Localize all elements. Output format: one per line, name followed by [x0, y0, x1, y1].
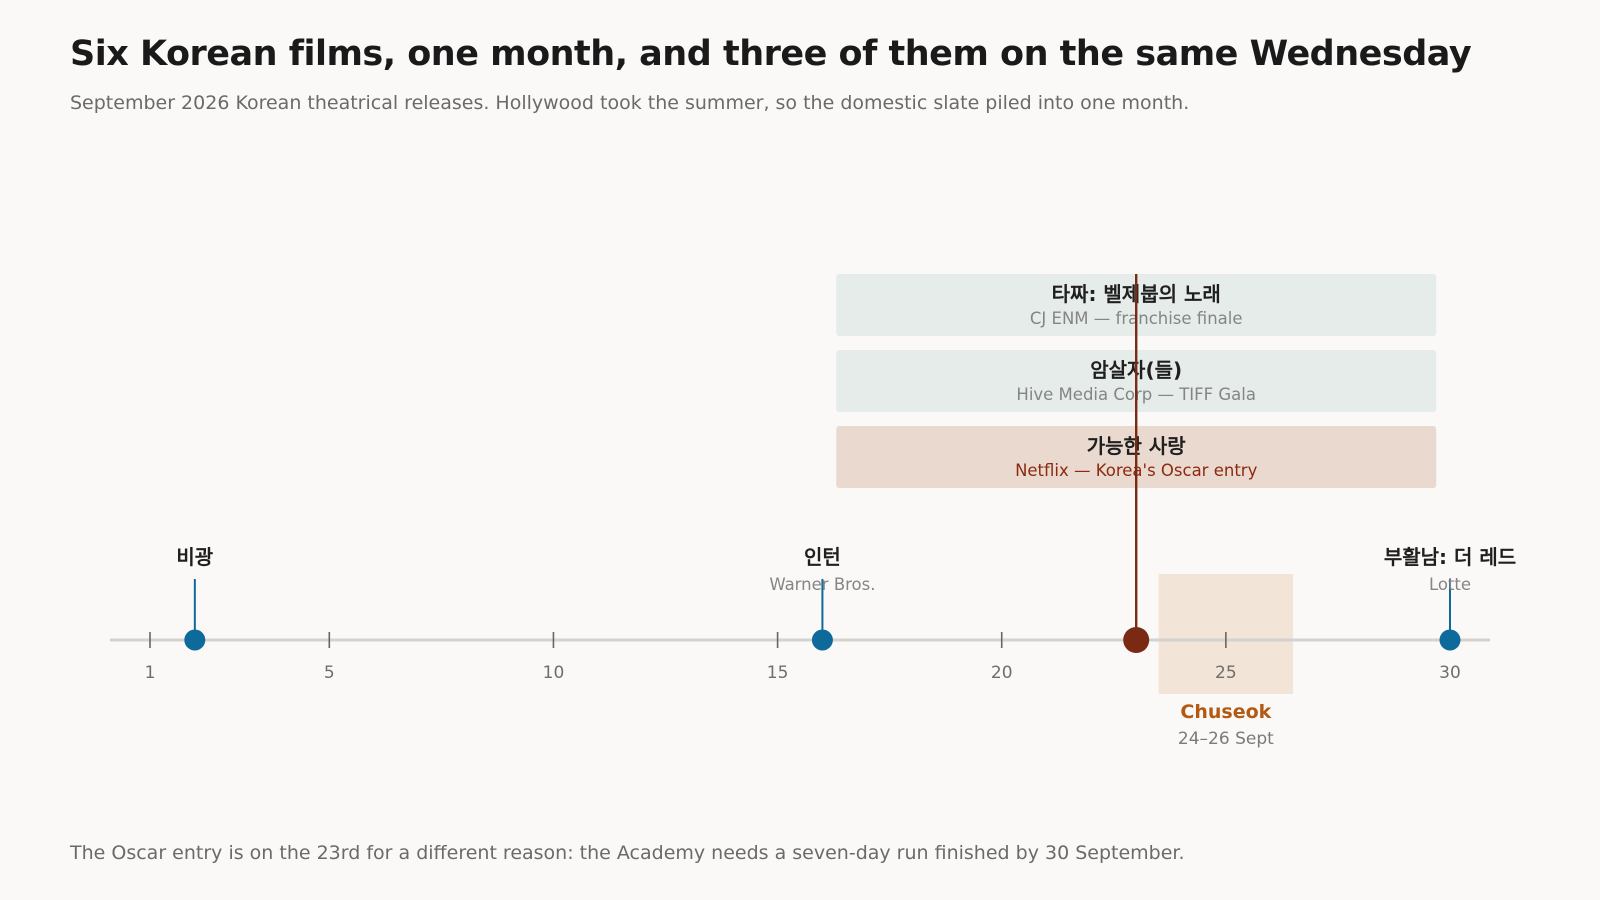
release-title: 부활남: 더 레드 [1384, 545, 1516, 569]
release-3: 부활남: 더 레드 Lotte [1384, 545, 1516, 651]
stacked-release-marker [1123, 274, 1150, 653]
release-dot [811, 629, 833, 651]
holiday-name: Chuseok [1180, 701, 1271, 723]
chart-footnote: The Oscar entry is on the 23rd for a dif… [70, 842, 1185, 864]
tick-label-1: 1 [145, 663, 156, 683]
tick-label-5: 5 [324, 663, 335, 683]
holiday-dates: 24–26 Sept [1178, 729, 1274, 749]
single-releases: 비광 인턴 Warner Bros. 부활남: 더 레드 Lotte [176, 545, 1516, 651]
chart-title: Six Korean films, one month, and three o… [70, 34, 1472, 74]
release-dot [184, 629, 206, 651]
tick-label-15: 15 [767, 663, 789, 683]
release-dot [1439, 629, 1461, 651]
tick-label-25: 25 [1215, 663, 1237, 683]
holiday-labels: Chuseok 24–26 Sept [1178, 701, 1274, 749]
release-distributor: Lotte [1429, 575, 1471, 594]
release-2: 인턴 Warner Bros. [769, 545, 876, 651]
tick-label-10: 10 [543, 663, 565, 683]
release-title: 인턴 [804, 545, 841, 569]
release-1: 비광 [176, 545, 214, 651]
stacked-dot [1123, 627, 1150, 653]
release-distributor: Warner Bros. [769, 575, 875, 594]
tick-label-30: 30 [1439, 663, 1461, 683]
tick-label-20: 20 [991, 663, 1013, 683]
release-title: 비광 [176, 545, 213, 569]
chart-subtitle: September 2026 Korean theatrical release… [70, 92, 1190, 114]
